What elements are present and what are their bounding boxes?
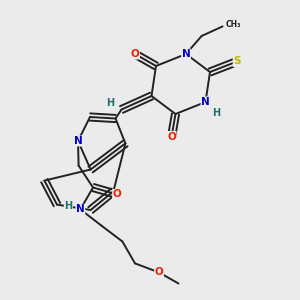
Text: N: N: [201, 97, 210, 107]
Text: H: H: [212, 108, 220, 118]
Text: H: H: [64, 201, 73, 211]
Text: S: S: [233, 56, 241, 67]
Text: H: H: [106, 98, 114, 109]
Text: O: O: [154, 267, 164, 278]
Text: O: O: [167, 131, 176, 142]
Text: N: N: [76, 204, 85, 214]
Text: CH₃: CH₃: [226, 20, 241, 29]
Text: O: O: [112, 189, 122, 200]
Text: O: O: [130, 49, 140, 59]
Text: N: N: [74, 136, 82, 146]
Text: N: N: [182, 49, 190, 59]
